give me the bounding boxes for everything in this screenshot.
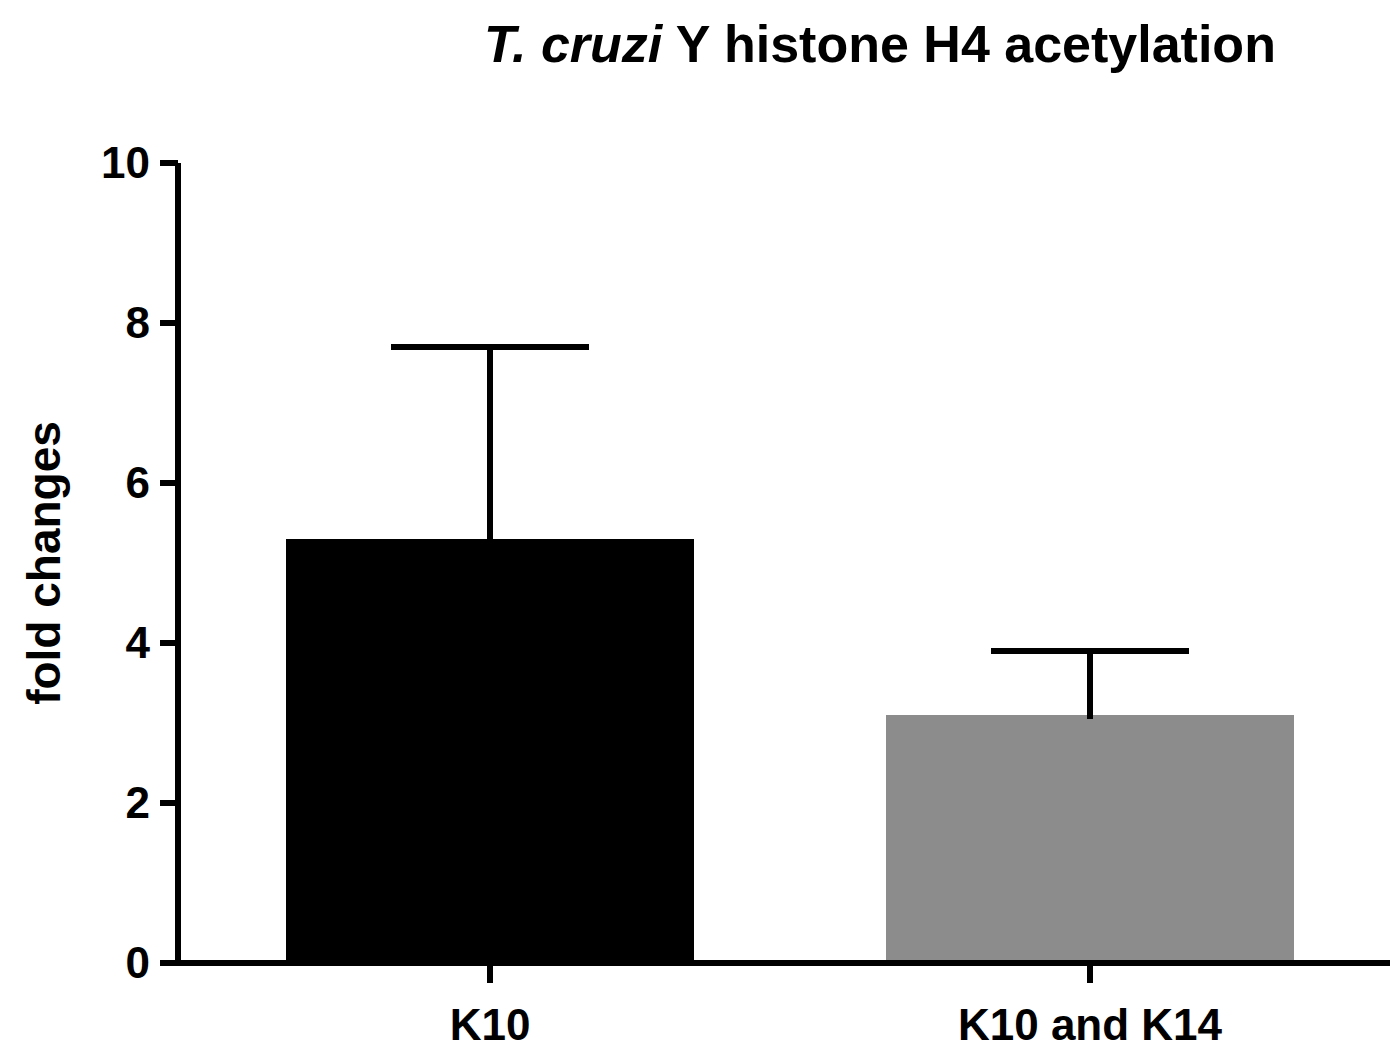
y-tick-label: 2	[126, 778, 150, 827]
y-tick	[160, 640, 178, 646]
x-tick-label: K10 and K14	[958, 1000, 1223, 1049]
error-cap	[391, 344, 589, 350]
chart-container: T. cruzi Y histone H4 acetylation fold ch…	[0, 0, 1400, 1058]
chart-svg: T. cruzi Y histone H4 acetylation fold ch…	[0, 0, 1400, 1058]
y-axis-line	[175, 163, 181, 963]
error-cap	[991, 648, 1189, 654]
y-tick	[160, 960, 178, 966]
y-tick-label: 8	[126, 298, 150, 347]
error-stem	[487, 347, 493, 543]
title-part: T.	[484, 15, 526, 73]
y-tick-label: 0	[126, 938, 150, 987]
chart-title: T. cruzi Y histone H4 acetylation	[484, 15, 1276, 73]
title-part: H4	[909, 15, 990, 73]
bar	[286, 539, 694, 963]
title-part: histone	[710, 15, 909, 73]
x-tick	[1087, 963, 1093, 983]
y-tick	[160, 480, 178, 486]
y-axis-label: fold changes	[18, 421, 70, 705]
x-axis-line	[175, 960, 1390, 966]
x-tick-label: K10	[450, 1000, 531, 1049]
y-tick	[160, 320, 178, 326]
error-bar	[991, 651, 1189, 719]
y-tick	[160, 800, 178, 806]
y-tick-label: 10	[101, 138, 150, 187]
error-stem	[1087, 651, 1093, 719]
title-part: acetylation	[990, 15, 1276, 73]
y-tick-label: 6	[126, 458, 150, 507]
title-part: Y	[662, 15, 710, 73]
plot-area	[286, 347, 1294, 963]
title-part: cruzi	[526, 15, 663, 73]
x-tick	[487, 963, 493, 983]
error-bar	[391, 347, 589, 543]
y-tick	[160, 160, 178, 166]
bar	[886, 715, 1294, 963]
y-tick-label: 4	[126, 618, 151, 667]
